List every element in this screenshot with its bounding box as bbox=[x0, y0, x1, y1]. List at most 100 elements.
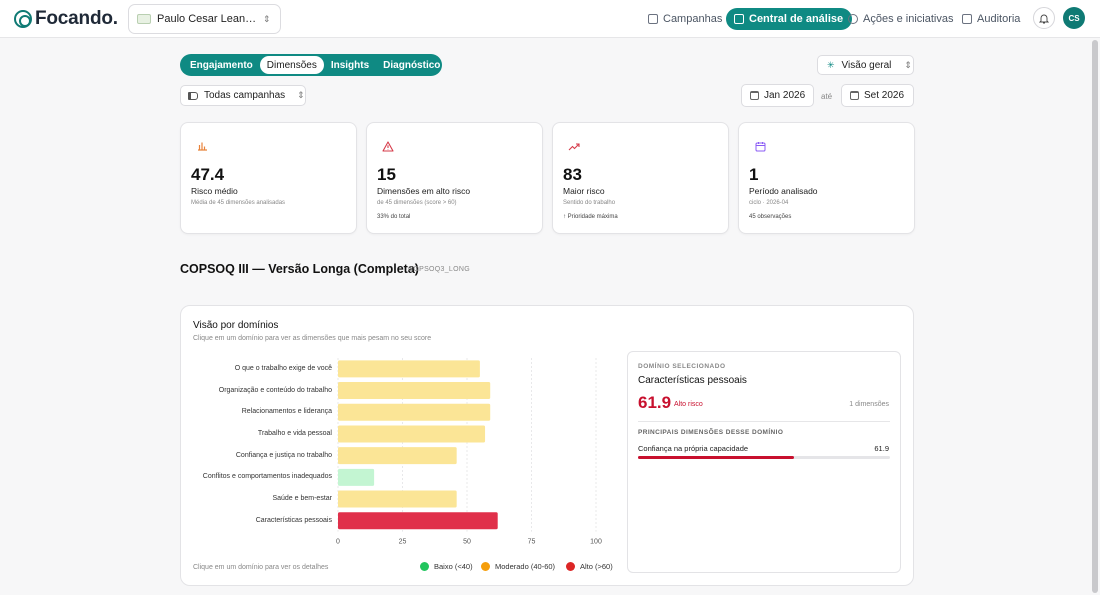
tab-engajamento[interactable]: Engajamento bbox=[190, 59, 253, 71]
kpi-extra: 45 observações bbox=[749, 214, 792, 220]
dimension-name[interactable]: Confiança na própria capacidade bbox=[638, 444, 749, 453]
organization-logo bbox=[137, 14, 151, 24]
scrollbar-thumb[interactable] bbox=[1092, 40, 1098, 593]
kpi-label: Risco médio bbox=[191, 186, 238, 196]
domain-category-label[interactable]: Saúde e bem-estar bbox=[272, 495, 332, 503]
report-icon bbox=[734, 14, 744, 24]
domain-bar[interactable] bbox=[338, 447, 457, 465]
kpi-card-alto-risco: 15 Dimensões em alto risco de 45 dimensõ… bbox=[366, 122, 543, 234]
kpi-value: 83 bbox=[563, 165, 582, 184]
view-select-value: Visão geral bbox=[841, 59, 892, 71]
bar-chart-icon bbox=[191, 135, 213, 157]
legend-low: Baixo (<40) bbox=[420, 562, 473, 571]
domain-bar[interactable] bbox=[338, 360, 480, 378]
dimension-score-fill bbox=[638, 456, 794, 459]
domain-category-label[interactable]: Características pessoais bbox=[255, 516, 332, 524]
nav-label: Central de análise bbox=[749, 13, 844, 25]
dimension-score: 61.9 bbox=[874, 444, 889, 453]
nav-label: Campanhas bbox=[663, 13, 723, 25]
domain-bar[interactable] bbox=[338, 512, 498, 530]
date-range-separator: até bbox=[821, 92, 833, 101]
kpi-subtext: Sentido do trabalho bbox=[563, 200, 616, 206]
notifications-button[interactable] bbox=[1033, 7, 1055, 29]
kpi-card-periodo: 1 Período analisado ciclo · 2026-04 45 o… bbox=[738, 122, 915, 234]
logo-mark-icon bbox=[14, 10, 32, 28]
domains-panel-title: Visão por domínios bbox=[193, 320, 279, 331]
sparkle-icon: ✳ bbox=[827, 59, 835, 70]
section-code: COPSOQ3_LONG bbox=[408, 266, 470, 273]
dimension-score-track bbox=[638, 456, 890, 459]
domain-category-label[interactable]: Conflitos e comportamentos inadequados bbox=[202, 473, 332, 481]
nav-label: Auditoria bbox=[977, 13, 1021, 25]
kpi-card-maior-risco: 83 Maior risco Sentido do trabalho ↑ Pri… bbox=[552, 122, 729, 234]
section-title: COPSOQ III — Versão Longa (Completa) bbox=[180, 262, 419, 276]
tab-diagnostico[interactable]: Diagnóstico bbox=[383, 59, 441, 71]
campaign-select-value: Todas campanhas bbox=[204, 90, 286, 101]
brand-logo[interactable]: Focando. bbox=[14, 8, 118, 30]
view-select[interactable]: ✳ Visão geral ⇕ bbox=[817, 55, 914, 75]
date-to-picker[interactable]: Set 2026 bbox=[841, 84, 914, 107]
kpi-label: Dimensões em alto risco bbox=[377, 186, 471, 196]
nav-campanhas[interactable]: Campanhas bbox=[648, 8, 722, 30]
kpi-extra: ↑ Prioridade máxima bbox=[563, 214, 618, 220]
user-avatar[interactable]: CS bbox=[1063, 7, 1085, 29]
domain-bar[interactable] bbox=[338, 425, 486, 443]
domain-category-label[interactable]: Trabalho e vida pessoal bbox=[257, 429, 332, 437]
bell-icon bbox=[1039, 14, 1049, 23]
calendar-icon bbox=[850, 91, 859, 100]
campaign-select[interactable]: Todas campanhas ⇕ bbox=[180, 85, 306, 106]
organization-name: Paulo Cesar Leandre... bbox=[157, 13, 257, 25]
detail-caption: DOMÍNIO SELECIONADO bbox=[638, 363, 726, 370]
kpi-subtext: ciclo · 2026-04 bbox=[749, 200, 789, 206]
megaphone-icon bbox=[188, 91, 198, 100]
divider bbox=[638, 421, 890, 422]
risk-level-label: Alto risco bbox=[674, 401, 703, 408]
legend-label: Alto (>60) bbox=[580, 562, 613, 571]
nav-auditoria[interactable]: Auditoria bbox=[962, 8, 1020, 30]
x-tick-label: 50 bbox=[463, 539, 471, 546]
chevron-up-down-icon: ⇕ bbox=[263, 13, 271, 24]
domains-footer-note: Clique em um domínio para ver os detalhe… bbox=[193, 564, 329, 571]
domains-bar-chart: 0 25 50 75 100 O que o trabalho exige de voc… bbox=[186, 352, 606, 547]
tab-dimensoes[interactable]: Dimensões bbox=[259, 56, 324, 74]
domain-category-label[interactable]: Organização e conteúdo do trabalho bbox=[218, 386, 332, 394]
kpi-card-risco-medio: 47.4 Risco médio Média de 45 dimensões a… bbox=[180, 122, 357, 234]
tab-insights[interactable]: Insights bbox=[330, 59, 370, 71]
date-to-value: Set 2026 bbox=[864, 90, 905, 101]
analysis-tabs: Engajamento Dimensões Insights Diagnósti… bbox=[180, 54, 442, 76]
date-from-picker[interactable]: Jan 2026 bbox=[741, 84, 814, 107]
selected-domain-score: 61.9 bbox=[638, 393, 672, 412]
dimension-count: 1 dimensões bbox=[849, 401, 889, 408]
brand-name: Focando. bbox=[35, 8, 118, 29]
domain-bar[interactable] bbox=[338, 490, 457, 508]
kpi-label: Período analisado bbox=[749, 186, 818, 196]
domain-category-label[interactable]: O que o trabalho exige de você bbox=[234, 364, 332, 372]
kpi-value: 47.4 bbox=[191, 165, 225, 184]
legend-moderate: Moderado (40-60) bbox=[481, 562, 555, 571]
domain-category-label[interactable]: Relacionamentos e liderança bbox=[241, 408, 332, 416]
page-scrollbar[interactable] bbox=[1092, 40, 1098, 593]
x-tick-label: 0 bbox=[336, 539, 340, 546]
top-bar: Focando. Paulo Cesar Leandre... ⇕ Campan… bbox=[0, 0, 1100, 38]
legend-label: Baixo (<40) bbox=[434, 562, 473, 571]
legend-dot bbox=[420, 562, 429, 571]
kpi-extra: 33% do total bbox=[377, 214, 411, 220]
selected-domain-card: DOMÍNIO SELECIONADO Características pess… bbox=[627, 351, 901, 573]
nav-label: Ações e iniciativas bbox=[863, 13, 954, 25]
legend-label: Moderado (40-60) bbox=[495, 562, 556, 571]
plus-circle-icon bbox=[848, 14, 858, 24]
chevron-up-down-icon: ⇕ bbox=[297, 90, 305, 100]
domain-bar[interactable] bbox=[338, 403, 491, 421]
trend-up-icon bbox=[563, 135, 585, 157]
selected-domain-name: Características pessoais bbox=[638, 375, 747, 386]
domain-bar[interactable] bbox=[338, 468, 375, 486]
x-tick-label: 100 bbox=[590, 539, 602, 546]
legend-dot bbox=[481, 562, 490, 571]
top-dimensions-caption: PRINCIPAIS DIMENSÕES DESSE DOMÍNIO bbox=[638, 429, 784, 436]
clipboard-icon bbox=[648, 14, 658, 24]
nav-acoes-e-iniciativas[interactable]: Ações e iniciativas bbox=[848, 8, 954, 30]
nav-central-de-analise[interactable]: Central de análise bbox=[726, 8, 853, 30]
domain-bar[interactable] bbox=[338, 382, 491, 400]
domain-category-label[interactable]: Confiança e justiça no trabalho bbox=[235, 451, 332, 459]
organization-select[interactable]: Paulo Cesar Leandre... ⇕ bbox=[128, 4, 281, 34]
